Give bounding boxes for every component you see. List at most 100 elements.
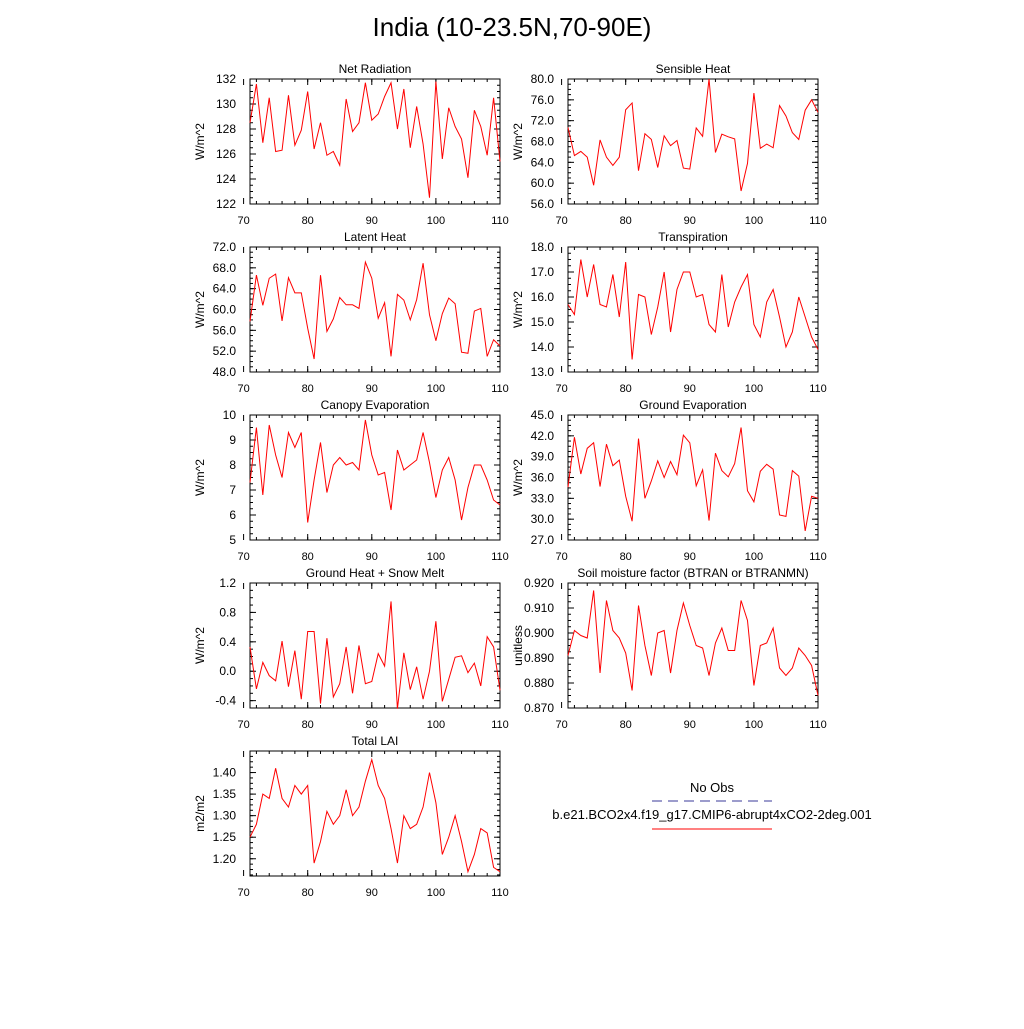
y-axis-label: W/m^2 <box>193 459 207 496</box>
x-tick-label: 100 <box>427 887 445 899</box>
y-tick-label: 1.20 <box>213 852 237 866</box>
y-tick-label: 1.2 <box>219 576 236 590</box>
y-tick-label: 48.0 <box>213 365 237 379</box>
series-line-1 <box>249 419 501 523</box>
x-tick-label: 80 <box>302 383 314 395</box>
plot-frame <box>249 582 501 709</box>
chart-title: Soil moisture factor (BTRAN or BTRANMN) <box>577 566 808 580</box>
y-tick-label: 68.0 <box>531 135 555 149</box>
x-tick-label: 90 <box>366 551 378 563</box>
series-line-1 <box>567 78 819 192</box>
x-tick-label: 110 <box>491 215 509 227</box>
y-tick-label: 14.0 <box>531 340 555 354</box>
y-tick-label: 15.0 <box>531 315 555 329</box>
y-axis-label: m2/m2 <box>193 795 207 832</box>
y-axis-label: W/m^2 <box>193 123 207 160</box>
x-tick-label: 90 <box>684 719 696 731</box>
y-tick-label: 33.0 <box>531 491 555 505</box>
y-tick-label: 1.40 <box>213 766 237 780</box>
y-axis-label: W/m^2 <box>511 123 525 160</box>
x-tick-label: 70 <box>237 887 249 899</box>
x-tick-label: 70 <box>555 215 567 227</box>
plot-frame <box>249 414 501 541</box>
y-tick-label: 7 <box>229 483 236 497</box>
y-tick-label: 56.0 <box>213 323 237 337</box>
x-tick-label: 80 <box>302 215 314 227</box>
chart-title: Total LAI <box>352 734 399 748</box>
plot-frame <box>249 246 501 373</box>
y-tick-label: 6 <box>229 508 236 522</box>
x-tick-label: 90 <box>366 887 378 899</box>
x-tick-label: 90 <box>684 551 696 563</box>
y-axis-label: unitless <box>511 625 525 666</box>
x-tick-label: 100 <box>745 215 763 227</box>
y-tick-label: 16.0 <box>531 290 555 304</box>
series-line-1 <box>249 757 501 874</box>
y-tick-label: 52.0 <box>213 344 237 358</box>
y-tick-label: 0.0 <box>219 664 236 678</box>
y-tick-label: 68.0 <box>213 261 237 275</box>
y-tick-label: 10 <box>223 408 237 422</box>
chart-panel-5: 70 80 90 100 110 5 6 7 8 9 10 W/m^2 Canopy Evaporati… <box>193 398 509 563</box>
series-line-1 <box>567 427 819 532</box>
y-tick-label: 9 <box>229 433 236 447</box>
y-tick-label: 30.0 <box>531 512 555 526</box>
y-tick-label: 60.0 <box>213 303 237 317</box>
legend-label: No Obs <box>690 780 735 795</box>
y-tick-label: 122 <box>216 197 236 211</box>
x-tick-label: 100 <box>427 215 445 227</box>
plot-frame <box>249 750 501 877</box>
y-tick-label: 124 <box>216 172 236 186</box>
chart-panel-3: 70 80 90 100 110 48.0 52.0 56.0 60.0 64.0 68.0 72.0… <box>193 230 509 395</box>
series-line-1 <box>567 259 819 360</box>
chart-panel-7: 70 80 90 100 110 -0.4 0.0 0.4 0.8 1.2 W/m^2 Ground … <box>193 566 509 731</box>
plot-frame <box>567 78 819 205</box>
x-tick-label: 90 <box>366 383 378 395</box>
x-tick-label: 110 <box>809 719 827 731</box>
y-tick-label: 0.880 <box>524 676 554 690</box>
x-tick-label: 100 <box>745 551 763 563</box>
x-tick-label: 110 <box>809 383 827 395</box>
chart-panel-8: 70 80 90 100 110 0.870 0.880 0.890 0.900 0.910 0.9… <box>511 566 827 731</box>
chart-title: Latent Heat <box>344 230 407 244</box>
y-tick-label: 36.0 <box>531 471 555 485</box>
y-tick-label: 60.0 <box>531 176 555 190</box>
plot-frame <box>567 582 819 709</box>
x-tick-label: 70 <box>237 551 249 563</box>
legend-label: b.e21.BCO2x4.f19_g17.CMIP6-abrupt4xCO2-2… <box>552 807 871 822</box>
x-tick-label: 80 <box>620 719 632 731</box>
x-tick-label: 70 <box>555 383 567 395</box>
x-tick-label: 110 <box>491 551 509 563</box>
y-tick-label: 64.0 <box>213 282 237 296</box>
y-tick-label: 45.0 <box>531 408 555 422</box>
y-tick-label: 128 <box>216 122 236 136</box>
x-tick-label: 80 <box>620 551 632 563</box>
y-tick-label: 0.900 <box>524 626 554 640</box>
y-tick-label: 56.0 <box>531 197 555 211</box>
y-tick-label: 0.920 <box>524 576 554 590</box>
y-axis-label: W/m^2 <box>193 291 207 328</box>
x-tick-label: 110 <box>491 383 509 395</box>
series-line-1 <box>249 601 501 709</box>
y-tick-label: 5 <box>229 533 236 547</box>
y-tick-label: 126 <box>216 147 236 161</box>
x-tick-label: 80 <box>620 383 632 395</box>
y-tick-label: 18.0 <box>531 240 555 254</box>
x-tick-label: 100 <box>427 719 445 731</box>
y-tick-label: 0.910 <box>524 601 554 615</box>
x-tick-label: 110 <box>491 887 509 899</box>
x-tick-label: 90 <box>684 215 696 227</box>
plot-frame <box>249 78 501 205</box>
y-axis-label: W/m^2 <box>511 291 525 328</box>
series-line-1 <box>249 260 501 360</box>
y-axis-label: W/m^2 <box>511 459 525 496</box>
y-tick-label: 76.0 <box>531 93 555 107</box>
y-tick-label: -0.4 <box>215 694 236 708</box>
series-line-1 <box>567 590 819 696</box>
y-tick-label: 72.0 <box>531 114 555 128</box>
page-title: India (10-23.5N,70-90E) <box>372 12 652 42</box>
x-tick-label: 110 <box>809 551 827 563</box>
y-tick-label: 39.0 <box>531 450 555 464</box>
